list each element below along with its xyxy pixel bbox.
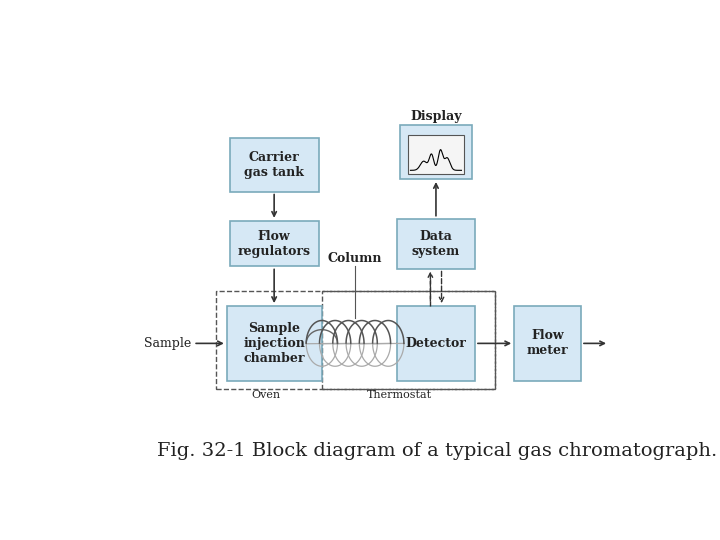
Bar <box>322 292 495 389</box>
Text: Flow
meter: Flow meter <box>527 329 568 357</box>
Text: Oven: Oven <box>251 390 280 400</box>
Text: Data
system: Data system <box>412 230 460 258</box>
Text: Fig. 32-1 Block diagram of a typical gas chromatograph.: Fig. 32-1 Block diagram of a typical gas… <box>157 442 717 461</box>
Bar <box>215 292 495 389</box>
Bar <box>230 138 319 192</box>
Text: Display: Display <box>410 110 462 123</box>
Bar <box>514 306 581 381</box>
Text: Thermostat: Thermostat <box>367 390 432 400</box>
Bar <box>400 125 472 179</box>
Bar <box>408 135 464 174</box>
Bar <box>397 306 475 381</box>
Text: Sample: Sample <box>145 337 192 350</box>
Bar <box>227 306 322 381</box>
Bar <box>230 221 319 266</box>
Bar <box>397 219 475 268</box>
Text: Flow
regulators: Flow regulators <box>238 230 310 258</box>
Text: Column: Column <box>328 252 382 265</box>
Text: Detector: Detector <box>405 337 467 350</box>
Text: Carrier
gas tank: Carrier gas tank <box>244 151 304 179</box>
Text: Sample
injection
chamber: Sample injection chamber <box>243 322 305 365</box>
